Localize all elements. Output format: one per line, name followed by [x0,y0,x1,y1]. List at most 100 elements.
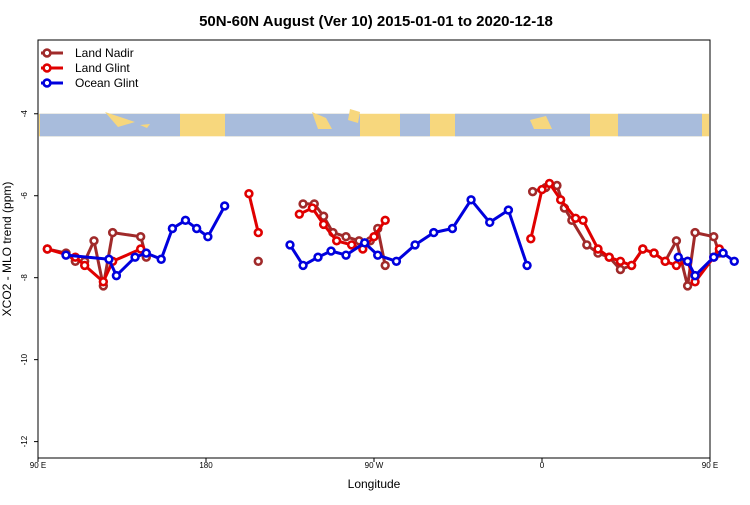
data-point [285,240,295,250]
data-point [380,215,390,226]
data-point [42,244,53,254]
data-point [552,180,562,191]
data-point [671,260,682,271]
data-point [318,211,329,221]
data-point [98,277,109,287]
legend-label: Land Glint [75,61,130,75]
y-tick-label: -6 [20,192,29,200]
data-point [156,254,166,264]
map-ocean [225,113,360,137]
data-point [298,199,308,209]
data-point [191,223,202,234]
map-ocean [400,113,430,137]
data-point [61,250,71,260]
data-point [682,256,693,266]
data-point [79,260,90,271]
series-land-nadir [42,180,725,291]
data-point [604,252,614,262]
data-point [485,217,495,228]
data-point [447,223,458,234]
chart-title: 50N-60N August (Ver 10) 2015-01-01 to 20… [199,13,553,30]
legend-label: Ocean Glint [75,76,139,90]
data-point [219,201,230,211]
data-point [615,256,626,266]
series-line [247,193,260,233]
data-point [429,227,439,238]
data-point [649,248,659,258]
data-point [111,270,122,281]
map-ocean [618,113,702,137]
map-land [348,109,360,123]
legend-marker [42,48,52,58]
data-point [107,227,118,238]
data-point [130,252,140,262]
x-tick-label: 90 E [702,461,718,470]
y-axis-label: XCO2 - MLO trend (ppm) [0,182,14,317]
data-point [298,260,308,271]
data-point [718,248,728,258]
data-point [380,260,390,271]
x-tick-label: 0 [540,461,545,470]
data-point [615,264,626,275]
data-point [682,281,693,291]
data-point [527,186,538,197]
map-band [39,109,709,137]
y-tick-label: -12 [20,435,29,447]
x-tick-label: 90 E [30,461,46,470]
data-point [582,240,592,250]
data-point [369,232,379,242]
data-point [537,184,547,195]
series-line [288,198,529,267]
x-axis-label: Longitude [348,477,401,491]
data-point [593,244,603,254]
data-point [729,256,739,266]
data-point [135,232,146,242]
data-point [307,203,318,213]
data-point [503,205,514,215]
data-point [331,236,342,246]
data-point [690,227,700,238]
data-point [203,232,213,242]
data-point [253,227,263,238]
data-point [709,252,719,262]
data-point [555,195,566,205]
data-point [671,236,682,246]
data-point [104,254,114,264]
y-tick-label: -8 [20,274,29,282]
data-point [180,215,191,226]
data-point [626,260,637,271]
series-ocean-glint [61,195,739,281]
data-point [391,256,402,266]
data-point [346,240,357,250]
data-point [244,188,254,199]
y-tick-label: -10 [20,353,29,365]
data-point [253,256,263,266]
data-point [466,195,476,205]
data-point [570,213,581,223]
data-point [673,252,683,262]
legend-marker [42,78,52,88]
data-point [578,215,588,226]
map-land [140,124,150,128]
legend-marker [42,63,52,73]
legend-label: Land Nadir [75,46,134,60]
data-point [341,232,351,242]
map-ocean [455,113,590,137]
data-point [690,270,700,281]
data-point [522,260,532,271]
x-axis: 90 E 180 90 W 0 90 E [30,458,718,470]
data-point [318,219,329,230]
data-point [326,246,336,256]
data-point [410,240,420,250]
data-point [709,232,719,242]
x-tick-label: 180 [199,461,213,470]
data-point [638,244,648,254]
data-point [313,252,323,262]
data-point [294,209,305,219]
data-point [373,250,383,260]
data-point [341,250,351,260]
data-point [167,223,178,234]
